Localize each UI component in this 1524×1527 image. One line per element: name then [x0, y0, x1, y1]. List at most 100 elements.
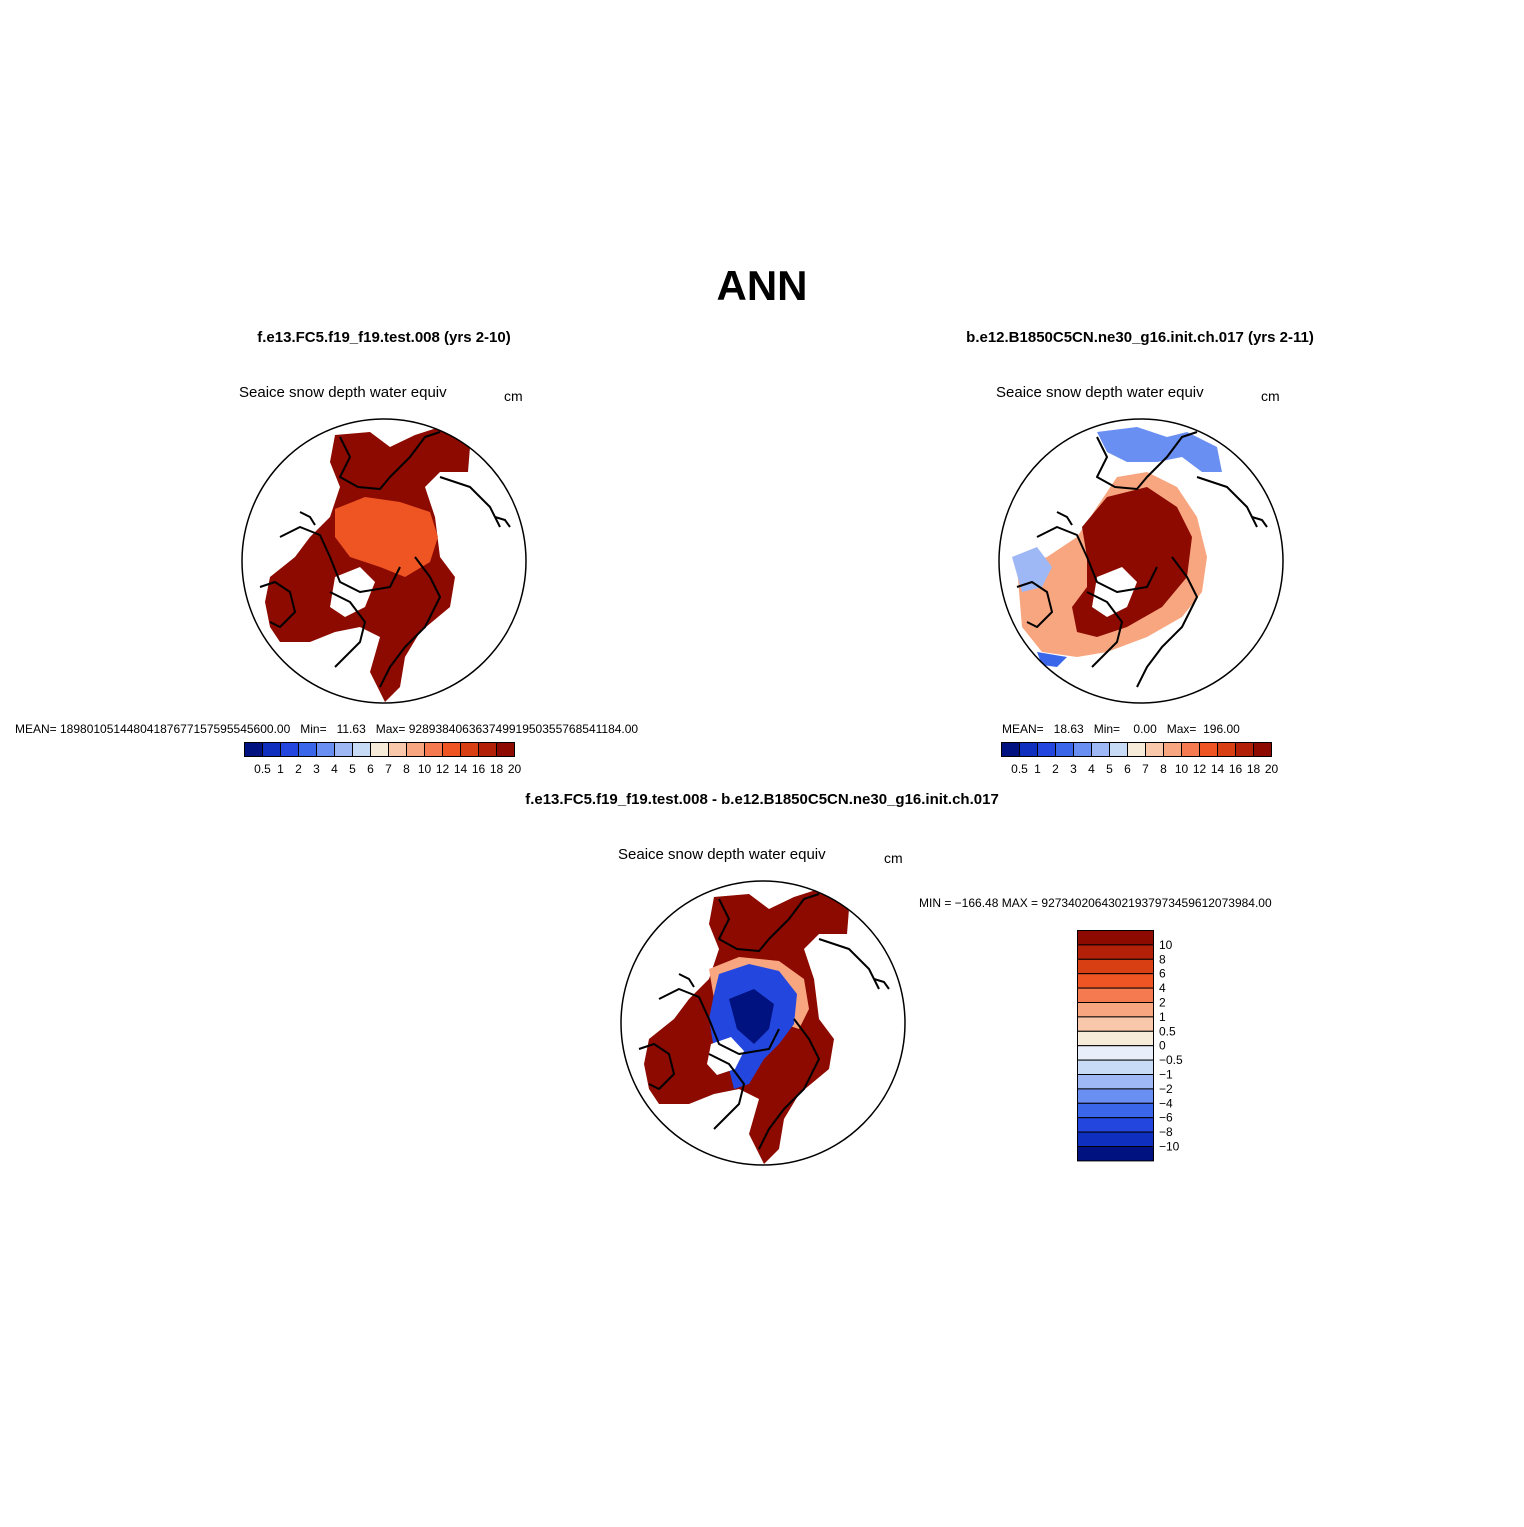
colorbar-swatch [478, 742, 497, 757]
map-boundary-circle [620, 880, 906, 1166]
coastline [339, 431, 441, 490]
coastline [379, 556, 441, 688]
thin-ice-north-region [1097, 427, 1222, 472]
colorbar-swatch [244, 742, 263, 757]
colorbar-swatch [280, 742, 299, 757]
coastline [329, 591, 366, 668]
colorbar-tick-label: 3 [313, 762, 320, 776]
colorbar-tick-label: 16 [472, 762, 486, 776]
colorbar-tick-label: 5 [349, 762, 356, 776]
colorbar-swatch [298, 742, 317, 757]
land-greenland [330, 567, 375, 617]
colorbar-swatch [1077, 1045, 1154, 1061]
land-greenland [1092, 567, 1137, 617]
colorbar-tick-label: 0.5 [1159, 1024, 1176, 1038]
panel1-units: cm [504, 388, 523, 404]
colorbar-tick-label: 1 [1034, 762, 1041, 776]
colorbar-swatch [1127, 742, 1146, 757]
main-title: ANN [716, 262, 808, 309]
colorbar-tick-label: 0.5 [254, 762, 271, 776]
coastline [299, 511, 316, 526]
colorbar-tick-label: −8 [1159, 1125, 1173, 1139]
colorbar-swatch [1073, 742, 1092, 757]
colorbar-swatch [1077, 1074, 1154, 1090]
colorbar-swatch [352, 742, 371, 757]
colorbar-swatch [1019, 742, 1038, 757]
colorbar-swatch [1077, 973, 1154, 989]
panel3-run-title: f.e13.FC5.f19_f19.test.008 - b.e12.B1850… [525, 791, 999, 808]
colorbar-tick-label: 10 [418, 762, 432, 776]
colorbar-tick-label: 2 [1052, 762, 1059, 776]
colorbar-swatch [1077, 958, 1154, 975]
colorbar-tick-label: 1 [1159, 1010, 1166, 1024]
colorbar-swatch [1077, 1146, 1154, 1162]
colorbar-swatch [1181, 742, 1200, 757]
panel2-run-title: b.e12.B1850C5CN.ne30_g16.init.ch.017 (yr… [966, 329, 1314, 346]
colorbar-swatch [1077, 1088, 1154, 1104]
colorbar-tick-label: 4 [1159, 981, 1166, 995]
strong-negative-difference-region [729, 989, 774, 1044]
panel1-variable-title: Seaice snow depth water equiv [239, 384, 447, 401]
colorbar-tick-label: −0.5 [1159, 1053, 1183, 1067]
colorbar-swatch [1253, 742, 1272, 757]
colorbar-swatch [1055, 742, 1074, 757]
map-boundary-circle [241, 418, 527, 704]
coastline [873, 978, 890, 990]
colorbar-tick-label: 12 [436, 762, 450, 776]
colorbar-swatch [1077, 1002, 1154, 1018]
colorbar-swatch [370, 742, 389, 757]
panel3-variable-title: Seaice snow depth water equiv [618, 846, 826, 863]
colorbar-tick-label: 6 [1124, 762, 1131, 776]
coastline [1251, 516, 1268, 528]
colorbar-tick-label: 6 [367, 762, 374, 776]
colorbar-tick-label: 14 [454, 762, 468, 776]
colorbar-tick-label: 2 [295, 762, 302, 776]
colorbar-tick-label: 0 [1159, 1039, 1166, 1053]
colorbar-swatch [1077, 1102, 1154, 1119]
colorbar-swatch [442, 742, 461, 757]
colorbar-swatch [1037, 742, 1056, 757]
coastline [1016, 581, 1053, 628]
colorbar-swatch [1077, 930, 1154, 946]
coastline [494, 516, 511, 528]
colorbar-tick-label: 5 [1106, 762, 1113, 776]
colorbar-tick-label: 10 [1175, 762, 1189, 776]
coastline [1136, 556, 1198, 688]
colorbar-swatch [1001, 742, 1020, 757]
colorbar-tick-label: −1 [1159, 1068, 1173, 1082]
colorbar-tick-label: −6 [1159, 1111, 1173, 1125]
panel1-stats: MEAN= 189801051448041876771575955456​00.… [15, 722, 639, 736]
colorbar-tick-label: 0.5 [1011, 762, 1028, 776]
colorbar-tick-label: 8 [403, 762, 410, 776]
colorbar-swatch [1163, 742, 1182, 757]
coastline [678, 973, 695, 988]
coastline [708, 1053, 745, 1130]
colorbar-tick-label: 4 [331, 762, 338, 776]
colorbar-swatch [1199, 742, 1218, 757]
colorbar-tick-label: 2 [1159, 996, 1166, 1010]
panel2-stats: MEAN= 18.63 Min= 0.00 Max= 196.00 [1002, 722, 1240, 736]
coastline [259, 581, 296, 628]
colorbar-swatch [334, 742, 353, 757]
colorbar-tick-label: 1 [277, 762, 284, 776]
colorbar-tick-label: 12 [1193, 762, 1207, 776]
colorbar-tick-label: 6 [1159, 967, 1166, 981]
colorbar-tick-label: −2 [1159, 1082, 1173, 1096]
colorbar-swatch [496, 742, 515, 757]
colorbar-swatch [1077, 987, 1154, 1003]
colorbar-swatch [1077, 1059, 1154, 1076]
coastline [638, 1043, 675, 1090]
colorbar-tick-label: 14 [1211, 762, 1225, 776]
colorbar-swatch [1091, 742, 1110, 757]
colorbar-swatch [1217, 742, 1236, 757]
coastline [279, 526, 401, 593]
colorbar-tick-label: 3 [1070, 762, 1077, 776]
coastline [658, 988, 780, 1055]
colorbar-swatch [424, 742, 443, 757]
land-greenland [707, 1037, 744, 1075]
panel1-colorbar: 0.5 1 2 3 4 5 6 7 8 10 12 14 16 18 20 [244, 742, 521, 776]
panel3-units: cm [884, 850, 903, 866]
colorbar-tick-label: 18 [490, 762, 504, 776]
colorbar-swatch [1109, 742, 1128, 757]
sea-ice-thinner-region [335, 497, 438, 577]
